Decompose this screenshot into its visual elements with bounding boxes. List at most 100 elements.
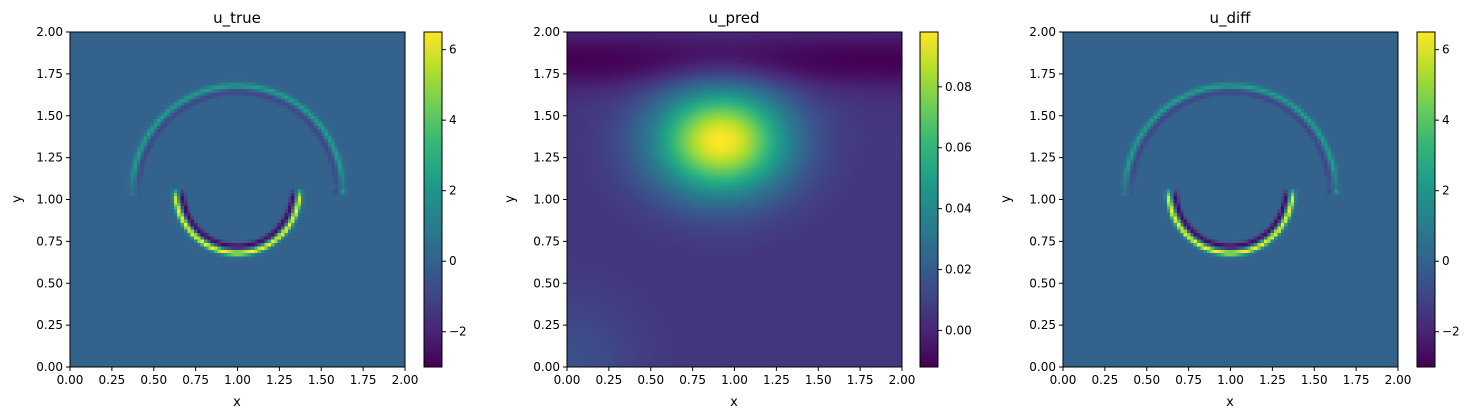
- colorbar-image: [920, 32, 938, 367]
- y-tick-label: 2.00: [1029, 25, 1056, 39]
- y-tick-label: 0.00: [36, 360, 63, 374]
- y-tick-label: 1.00: [36, 193, 63, 207]
- colorbar-tick-label: 4: [449, 113, 457, 127]
- y-tick-label: 0.00: [1029, 360, 1056, 374]
- panel-u-diff: u_diff 0.00 0.25 0.50 0.75 1.00 1.25 1.50 1.75 2…: [999, 9, 1460, 410]
- y-tick-group: 0.00 0.25 0.50 0.75 1.00 1.25 1.50 1.75 2.00: [36, 25, 70, 374]
- x-tick-label: 0.25: [596, 373, 623, 387]
- colorbar-tick-label: 0.02: [945, 263, 972, 277]
- x-tick-label: 0.50: [637, 373, 664, 387]
- x-tick-label: 0.75: [1175, 373, 1202, 387]
- y-tick-label: 1.25: [1029, 151, 1056, 165]
- y-tick-label: 1.50: [533, 109, 560, 123]
- y-tick-label: 0.25: [533, 318, 560, 332]
- y-tick-label: 1.75: [1029, 67, 1056, 81]
- x-tick-label: 0.25: [1092, 373, 1119, 387]
- colorbar-tick-label: 0.06: [945, 141, 972, 155]
- y-tick-label: 0.50: [1029, 276, 1056, 290]
- y-tick-label: 1.00: [1029, 193, 1056, 207]
- colorbar-tick-label: 4: [1442, 113, 1450, 127]
- colorbar-image: [1417, 32, 1435, 367]
- y-tick-label: 0.75: [1029, 234, 1056, 248]
- panel-title: u_diff: [1209, 9, 1251, 28]
- y-axis-label: y: [999, 195, 1014, 203]
- y-tick-group: 0.00 0.25 0.50 0.75 1.00 1.25 1.50 1.75 2.00: [1029, 25, 1063, 374]
- y-tick-label: 1.75: [533, 67, 560, 81]
- y-tick-label: 0.50: [36, 276, 63, 290]
- y-tick-label: 0.25: [36, 318, 63, 332]
- heatmap-image: [70, 32, 405, 367]
- x-tick-label: 1.00: [1217, 373, 1244, 387]
- x-tick-label: 0.00: [1050, 373, 1077, 387]
- colorbar-image: [424, 32, 442, 367]
- x-tick-group: 0.00 0.25 0.50 0.75 1.00 1.25 1.50 1.75 2.00: [554, 367, 916, 387]
- colorbar-tick-label: 0.08: [945, 80, 972, 94]
- x-axis-label: x: [1226, 395, 1234, 410]
- x-tick-label: 1.50: [1301, 373, 1328, 387]
- y-tick-label: 1.50: [1029, 109, 1056, 123]
- panel-title: u_true: [213, 9, 261, 28]
- colorbar-tick-label: 2: [1442, 184, 1450, 198]
- colorbar-tick-group: 6 4 2 0 −2: [1435, 43, 1460, 339]
- heatmap-image: [567, 32, 902, 367]
- y-tick-label: 1.75: [36, 67, 63, 81]
- colorbar-tick-label: 0.04: [945, 202, 972, 216]
- y-axis-label: y: [10, 195, 25, 203]
- x-tick-label: 0.75: [679, 373, 706, 387]
- colorbar-frame: [1416, 31, 1436, 368]
- panel-u-pred: u_pred 0.00 0.25 0.50 0.75 1.00 1.25 1.50 1.75 2…: [503, 9, 972, 410]
- x-tick-label: 1.75: [847, 373, 874, 387]
- x-tick-label: 1.00: [224, 373, 251, 387]
- x-axis-label: x: [233, 395, 241, 410]
- y-tick-label: 1.25: [533, 151, 560, 165]
- x-tick-group: 0.00 0.25 0.50 0.75 1.00 1.25 1.50 1.75 2.00: [1050, 367, 1412, 387]
- y-tick-group: 0.00 0.25 0.50 0.75 1.00 1.25 1.50 1.75 2.00: [533, 25, 567, 374]
- colorbar-tick-label: −2: [1442, 325, 1460, 339]
- x-tick-label: 2.00: [889, 373, 916, 387]
- y-tick-label: 0.75: [533, 234, 560, 248]
- y-axis-label: y: [503, 195, 518, 203]
- y-tick-label: 1.25: [36, 151, 63, 165]
- colorbar-tick-group: 0.08 0.06 0.04 0.02 0.00: [938, 80, 972, 337]
- colorbar-tick-group: 6 4 2 0 −2: [442, 43, 467, 339]
- colorbar-tick-label: 2: [449, 184, 457, 198]
- x-tick-label: 1.50: [805, 373, 832, 387]
- x-tick-label: 1.25: [266, 373, 293, 387]
- y-tick-label: 1.00: [533, 193, 560, 207]
- x-tick-label: 0.00: [554, 373, 581, 387]
- y-tick-label: 0.75: [36, 234, 63, 248]
- y-tick-label: 0.50: [533, 276, 560, 290]
- colorbar-frame: [919, 31, 939, 368]
- colorbar-tick-label: 6: [449, 43, 457, 57]
- x-tick-label: 1.00: [721, 373, 748, 387]
- x-tick-label: 0.50: [140, 373, 167, 387]
- colorbar-tick-label: 6: [1442, 43, 1450, 57]
- x-tick-label: 1.75: [1343, 373, 1370, 387]
- colorbar-frame: [423, 31, 443, 368]
- x-tick-label: 2.00: [392, 373, 419, 387]
- colorbar-tick-label: 0: [449, 254, 457, 268]
- x-tick-label: 1.50: [308, 373, 335, 387]
- colorbar-tick-label: 0: [1442, 254, 1450, 268]
- x-tick-label: 0.25: [99, 373, 126, 387]
- y-tick-label: 0.25: [1029, 318, 1056, 332]
- colorbar-tick-label: −2: [449, 325, 467, 339]
- x-tick-label: 1.25: [1259, 373, 1286, 387]
- x-tick-label: 1.25: [763, 373, 790, 387]
- x-tick-label: 1.75: [350, 373, 377, 387]
- x-tick-label: 0.50: [1133, 373, 1160, 387]
- heatmap-image: [1063, 32, 1398, 367]
- y-tick-label: 2.00: [533, 25, 560, 39]
- x-tick-label: 0.00: [57, 373, 84, 387]
- x-tick-label: 2.00: [1385, 373, 1412, 387]
- colorbar-tick-label: 0.00: [945, 323, 972, 337]
- x-axis-label: x: [730, 395, 738, 410]
- y-tick-label: 0.00: [533, 360, 560, 374]
- panel-u-true: u_true 0.00 0.25 0.50 0.75 1.00 1.25 1.50 1.75 2…: [10, 9, 467, 410]
- y-tick-label: 1.50: [36, 109, 63, 123]
- x-tick-group: 0.00 0.25 0.50 0.75 1.00 1.25 1.50 1.75 2.00: [57, 367, 419, 387]
- x-tick-label: 0.75: [182, 373, 209, 387]
- y-tick-label: 2.00: [36, 25, 63, 39]
- panel-title: u_pred: [708, 9, 759, 28]
